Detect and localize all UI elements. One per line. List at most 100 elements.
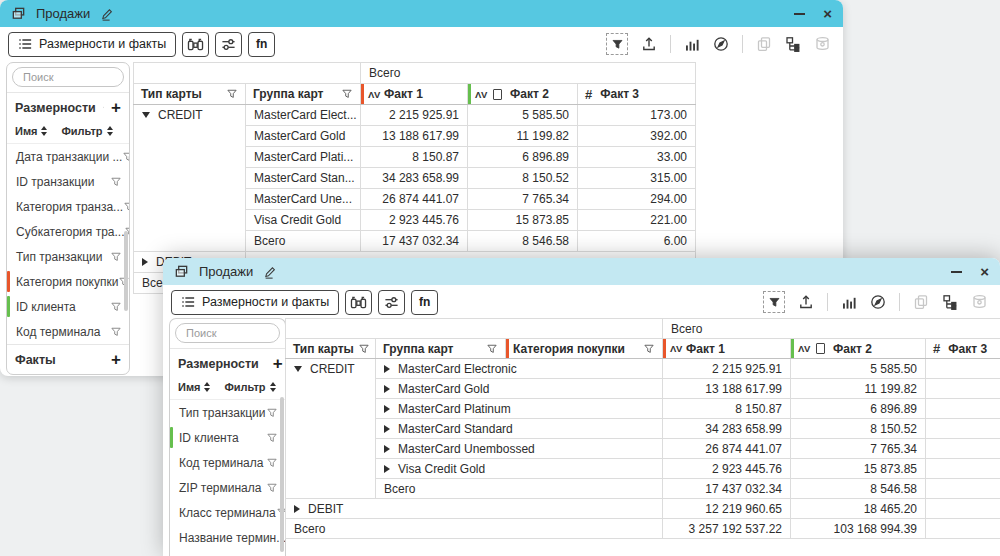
filter-icon[interactable] (110, 251, 122, 263)
add-fact-button[interactable]: + (111, 351, 121, 368)
filter-icon[interactable] (341, 88, 353, 100)
sidebar-item-terminal-class[interactable]: Класс терминала (170, 500, 285, 525)
hierarchy-icon[interactable] (785, 36, 801, 52)
filter-icon[interactable] (266, 457, 278, 469)
compass-icon[interactable] (870, 294, 886, 310)
expand-icon[interactable] (384, 365, 390, 373)
expand-icon[interactable] (384, 385, 390, 393)
edit-title-icon[interactable] (100, 7, 114, 21)
settings-button[interactable] (378, 290, 405, 315)
expand-icon[interactable] (384, 405, 390, 413)
sidebar-item-transaction-category[interactable]: Категория транза... (7, 194, 129, 219)
find-button[interactable] (345, 290, 372, 315)
sort-icon[interactable] (41, 126, 47, 136)
filter-icon[interactable] (266, 432, 278, 444)
group-cell[interactable]: MasterCard Standard (376, 419, 663, 439)
col-header-fact3[interactable]: #Факт 3 (926, 339, 1000, 359)
add-dimension-button[interactable]: + (273, 355, 283, 372)
add-dimension-button[interactable]: + (111, 99, 121, 116)
expand-icon[interactable] (384, 465, 390, 473)
sort-by-filter[interactable]: Фильтр (61, 125, 102, 137)
filter-icon[interactable] (123, 201, 129, 213)
filter-icon[interactable] (122, 151, 129, 163)
group-cell[interactable]: MasterCard Platinum (376, 399, 663, 419)
sidebar-item-terminal-name[interactable]: Название термин... (170, 525, 285, 550)
close-button[interactable]: × (823, 6, 832, 21)
sort-by-name[interactable]: Имя (15, 125, 37, 137)
sidebar-item-transaction-type[interactable]: Тип транзакции (170, 400, 285, 425)
sidebar-scrollbar[interactable] (124, 231, 128, 311)
sort-icon[interactable] (107, 126, 113, 136)
edit-title-icon[interactable] (263, 265, 277, 279)
sort-icon[interactable] (270, 382, 276, 392)
bar-chart-icon[interactable] (684, 37, 700, 52)
filter-icon[interactable] (266, 482, 278, 494)
sidebar-item-terminal-owner[interactable]: Владелец термин... (170, 550, 285, 556)
close-button[interactable]: × (980, 264, 989, 279)
minimize-button[interactable] (794, 13, 805, 15)
col-header-card-type[interactable]: Тип карты (286, 339, 376, 359)
sidebar-item-client-id[interactable]: ID клиента (7, 294, 129, 319)
filter-icon[interactable] (103, 101, 104, 114)
col-header-fact1[interactable]: ΛVФакт 1 (663, 339, 791, 359)
expand-icon[interactable] (384, 445, 390, 453)
compass-icon[interactable] (713, 36, 729, 52)
sidebar-item-client-id[interactable]: ID клиента (170, 425, 285, 450)
sidebar-item-transaction-type[interactable]: Тип транзакции (7, 244, 129, 269)
find-button[interactable] (182, 32, 209, 57)
search-input[interactable] (12, 67, 124, 87)
expand-icon[interactable] (142, 258, 148, 266)
expand-icon[interactable] (294, 505, 300, 513)
col-header-fact3[interactable]: #Факт 3 (578, 84, 696, 105)
function-button[interactable]: fn (411, 290, 438, 315)
sort-icon[interactable] (204, 382, 210, 392)
group-cell[interactable]: MasterCard Gold (376, 379, 663, 399)
col-header-purchase-category[interactable]: Категория покупки (506, 339, 663, 359)
col-header-fact2[interactable]: ΛVФакт 2 (468, 84, 578, 105)
col-header-fact1[interactable]: ΛVФакт 1 (361, 84, 468, 105)
group-cell-debit[interactable]: DEBIT (286, 499, 663, 519)
filter-icon[interactable] (110, 301, 122, 313)
sidebar-item-transaction-subcategory[interactable]: Субкатегория тра... (7, 219, 129, 244)
bar-chart-icon[interactable] (841, 295, 857, 310)
dimensions-facts-button[interactable]: Размерности и факты (8, 32, 176, 57)
search-input[interactable] (175, 323, 280, 343)
col-header-card-group[interactable]: Группа карт (246, 84, 361, 105)
group-cell[interactable]: Visa Credit Gold (376, 459, 663, 479)
sidebar-scrollbar[interactable] (280, 397, 284, 552)
settings-button[interactable] (215, 32, 242, 57)
filter-panel-button[interactable] (763, 291, 785, 313)
minimize-button[interactable] (951, 271, 962, 273)
export-icon[interactable] (641, 36, 657, 52)
titlebar[interactable]: Продажи × (163, 258, 1000, 285)
collapse-icon[interactable] (294, 366, 302, 372)
hierarchy-icon[interactable] (942, 294, 958, 310)
col-header-card-type[interactable]: Тип карты (134, 84, 246, 105)
sort-by-name[interactable]: Имя (178, 381, 200, 393)
group-cell[interactable]: MasterCard Unembossed (376, 439, 663, 459)
sidebar-item-terminal-code[interactable]: Код терминала (7, 319, 129, 344)
col-header-card-group[interactable]: Группа карт (376, 339, 506, 359)
sort-by-filter[interactable]: Фильтр (224, 381, 265, 393)
sidebar-item-purchase-category[interactable]: Категория покупки (7, 269, 129, 294)
filter-icon[interactable] (266, 407, 278, 419)
group-cell-credit[interactable]: CREDIT (134, 105, 246, 252)
group-cell[interactable]: MasterCard Electronic (376, 359, 663, 379)
dimensions-facts-button[interactable]: Размерности и факты (171, 290, 339, 315)
filter-icon[interactable] (358, 343, 370, 355)
expand-icon[interactable] (384, 425, 390, 433)
titlebar[interactable]: Продажи × (0, 0, 843, 27)
collapse-icon[interactable] (142, 112, 150, 118)
sidebar-item-terminal-code[interactable]: Код терминала (170, 450, 285, 475)
function-button[interactable]: fn (248, 32, 275, 57)
export-icon[interactable] (798, 294, 814, 310)
filter-panel-button[interactable] (606, 33, 628, 55)
sidebar-item-date-transaction[interactable]: Дата транзакции ... (7, 144, 129, 169)
filter-icon[interactable] (110, 326, 122, 338)
sidebar-item-transaction-id[interactable]: ID транзакции (7, 169, 129, 194)
filter-icon[interactable] (643, 343, 655, 355)
sidebar-item-terminal-zip[interactable]: ZIP терминала (170, 475, 285, 500)
filter-icon[interactable] (486, 343, 498, 355)
filter-icon[interactable] (110, 176, 122, 188)
col-header-fact2[interactable]: ΛVФакт 2 (791, 339, 926, 359)
